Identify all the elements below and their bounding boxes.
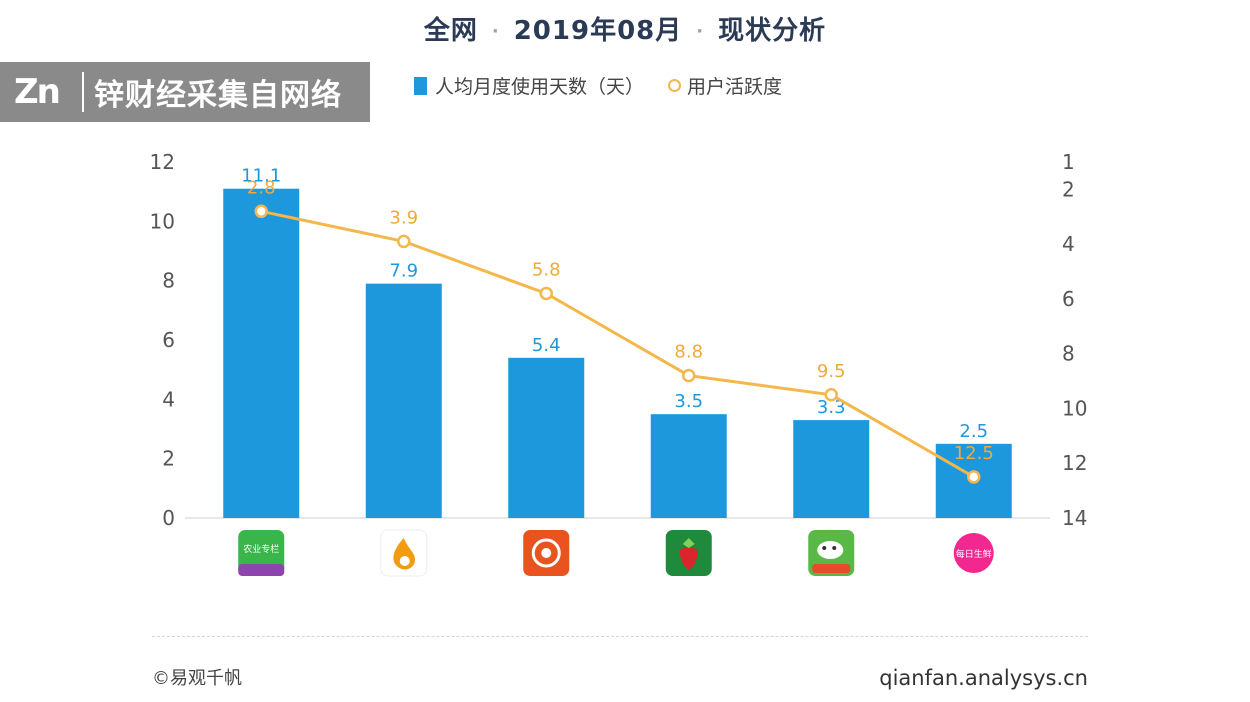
left-axis-tick-label: 4 [162,387,175,411]
left-axis-tick-label: 6 [162,328,175,352]
line-point [967,470,981,484]
bar [365,283,442,518]
footer-divider [152,636,1088,637]
bar-data-label: 3.3 [817,397,846,418]
chart-legend: 人均月度使用天数（天） 用户活跃度 [414,72,782,99]
bar [793,420,870,518]
svg-text:农业专栏: 农业专栏 [243,543,279,555]
bar [508,357,585,518]
line-data-label: 9.5 [817,361,846,382]
app-icon-green-strawberry [665,530,712,576]
bar-data-label: 11.1 [241,166,281,187]
legend-bar-label: 人均月度使用天数（天） [435,76,645,98]
line-point [397,234,411,249]
line-data-label: 3.9 [389,207,418,228]
watermark-banner: Zn 锌财经采集自网络 [0,62,370,122]
bar-data-label: 2.5 [959,421,988,442]
watermark-logo: Zn [14,72,61,112]
right-axis-tick-label: 1 [1062,150,1075,174]
source-left: ©易观千帆 [152,668,242,689]
bar-data-label: 7.9 [389,261,418,282]
right-axis-tick-label: 8 [1062,342,1075,366]
left-axis-tick-label: 8 [162,269,175,293]
svg-text:每日生鲜: 每日生鲜 [956,548,992,560]
title-part-topic: 现状分析 [718,16,827,46]
title-part-date: 2019年08月 [513,16,683,46]
app-icon-orange-flame [380,529,428,577]
app-icon-green-dog [808,530,855,576]
legend-bar-swatch-icon [414,76,427,95]
left-axis-tick-label: 0 [162,506,175,530]
bar [223,188,300,518]
right-axis-tick-label: 6 [1062,287,1075,311]
left-axis-tick-label: 10 [150,209,175,233]
line-data-label: 5.8 [532,259,561,280]
line-data-label: 8.8 [674,342,703,363]
app-icon-orange-circle [523,530,570,576]
right-axis-tick-label: 4 [1062,232,1075,256]
activity-line [260,209,975,479]
title-separator: · [491,21,500,42]
chart-title: 全网 · 2019年08月 · 现状分析 [0,10,1250,47]
line-data-label: 12.5 [954,443,994,464]
left-axis-tick-label: 2 [162,447,175,471]
legend-line-label: 用户活跃度 [687,76,783,98]
left-axis-tick-label: 12 [150,150,175,174]
source-right: qianfan.analysys.cn [879,666,1088,690]
bar [650,414,727,518]
bar-data-label: 5.4 [532,335,561,356]
line-point [254,204,268,219]
app-icon-pink-circle: 每日生鲜 [953,533,994,573]
watermark-divider [82,72,84,112]
title-separator: · [696,21,705,42]
watermark-text: 锌财经采集自网络 [94,78,342,113]
title-part-scope: 全网 [423,16,478,46]
legend-line-swatch-icon [668,79,682,92]
right-axis-tick-label: 2 [1062,177,1075,201]
line-point [682,368,696,383]
bar-data-label: 3.5 [674,391,703,412]
line-point [539,286,553,301]
line-data-label: 2.8 [247,177,276,198]
right-axis-tick-label: 14 [1062,506,1087,530]
app-icon-green-purple: 农业专栏 [238,530,285,576]
line-point [824,388,838,402]
right-axis-tick-label: 12 [1062,451,1087,475]
right-axis-tick-label: 10 [1062,396,1087,420]
